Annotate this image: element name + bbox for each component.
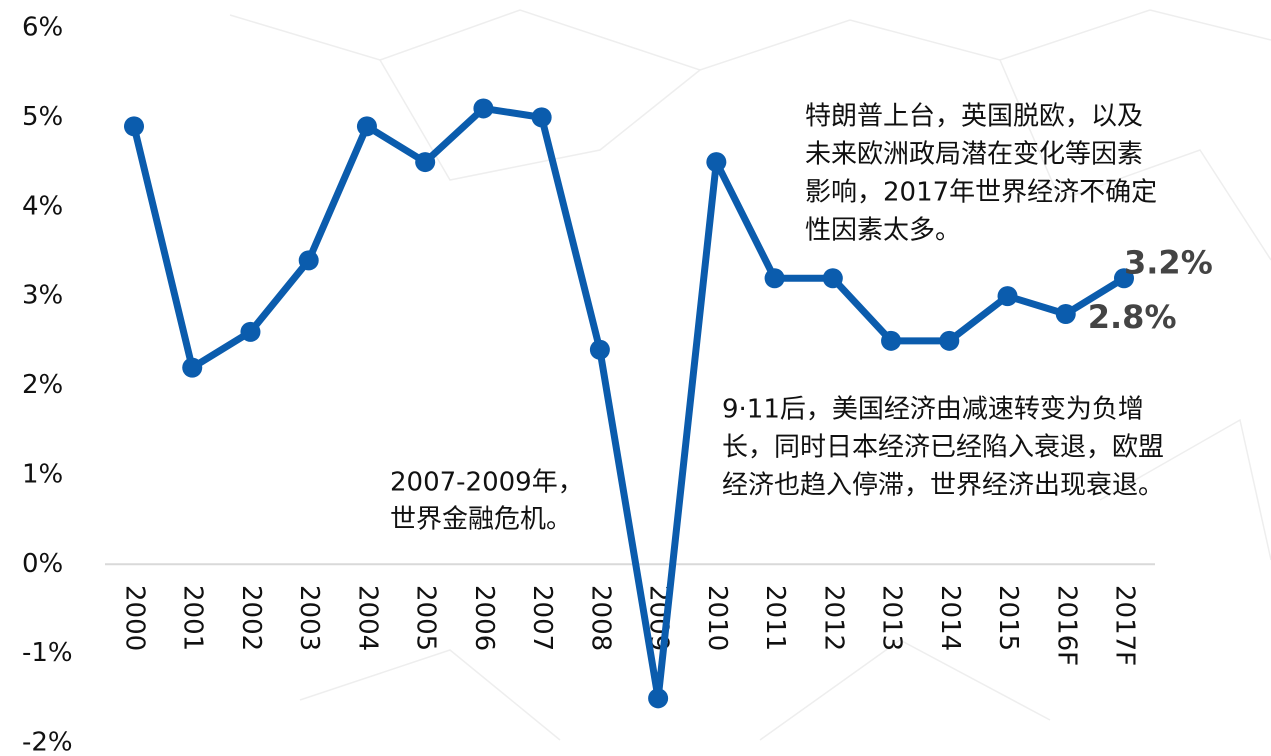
annotation: 特朗普上台，英国脱欧，以及 xyxy=(805,102,1143,132)
data-point xyxy=(881,330,902,351)
x-tick-label: 2016F xyxy=(1051,585,1081,666)
y-tick-label: -1% xyxy=(22,638,73,668)
x-tick-label: 2015 xyxy=(993,585,1023,651)
data-point xyxy=(997,286,1018,307)
x-tick-label: 2008 xyxy=(585,585,615,651)
value-label: 3.2% xyxy=(1124,243,1213,281)
annotation: 性因素太多。 xyxy=(805,216,961,246)
x-tick-label: 2011 xyxy=(760,585,790,651)
annotation: 2007-2009年， xyxy=(390,468,584,498)
data-point xyxy=(531,107,552,128)
annotation: 经济也趋入停滞，世界经济出现衰退。 xyxy=(722,471,1164,501)
y-tick-label: 4% xyxy=(22,191,63,221)
x-tick-label: 2017F xyxy=(1110,585,1140,666)
y-tick-label: 6% xyxy=(22,13,63,43)
data-point xyxy=(473,98,494,119)
data-point xyxy=(182,357,203,378)
data-point xyxy=(356,116,377,137)
x-tick-label: 2005 xyxy=(411,585,441,651)
annotation: 世界金融危机。 xyxy=(390,505,572,535)
data-point xyxy=(1055,304,1076,324)
data-point xyxy=(648,688,669,709)
data-line xyxy=(130,104,1126,702)
data-point xyxy=(589,339,610,360)
annotation: 未来欧洲政局潜在变化等因素 xyxy=(805,140,1143,170)
y-tick-label: 5% xyxy=(22,102,63,132)
x-tick-label: 2013 xyxy=(877,585,907,651)
y-tick-label: 2% xyxy=(22,370,63,400)
annotation: 长，同时日本经济已经陷入衰退，欧盟 xyxy=(722,433,1164,463)
data-point xyxy=(822,268,843,289)
x-tick-label: 2007 xyxy=(527,585,557,651)
data-point xyxy=(1114,268,1134,289)
y-tick-label: 1% xyxy=(22,459,63,489)
data-point xyxy=(298,250,319,271)
x-tick-label: 2003 xyxy=(294,585,324,651)
x-tick-label: 2014 xyxy=(935,585,965,651)
y-tick-label: 0% xyxy=(22,549,63,579)
data-point xyxy=(939,330,960,351)
x-tick-label: 2004 xyxy=(352,585,382,651)
x-tick-label: 2012 xyxy=(818,585,848,651)
data-point xyxy=(240,321,261,342)
x-tick-label: 2000 xyxy=(120,585,150,651)
x-tick-label: 2006 xyxy=(469,585,499,651)
data-point xyxy=(706,152,727,173)
annotation: 影响，2017年世界经济不确定 xyxy=(805,178,1157,208)
x-tick-label: 2001 xyxy=(178,585,208,651)
data-point xyxy=(124,116,144,137)
annotation: 9·11后，美国经济由减速转变为负增 xyxy=(722,395,1144,425)
x-tick-label: 2002 xyxy=(236,585,266,651)
background-network xyxy=(229,9,1271,741)
value-label: 2.8% xyxy=(1088,298,1177,336)
x-tick-label: 2010 xyxy=(702,585,732,651)
y-tick-label: 3% xyxy=(22,281,63,311)
data-point xyxy=(764,268,785,289)
y-tick-label: -2% xyxy=(22,728,73,756)
data-point xyxy=(415,152,436,173)
